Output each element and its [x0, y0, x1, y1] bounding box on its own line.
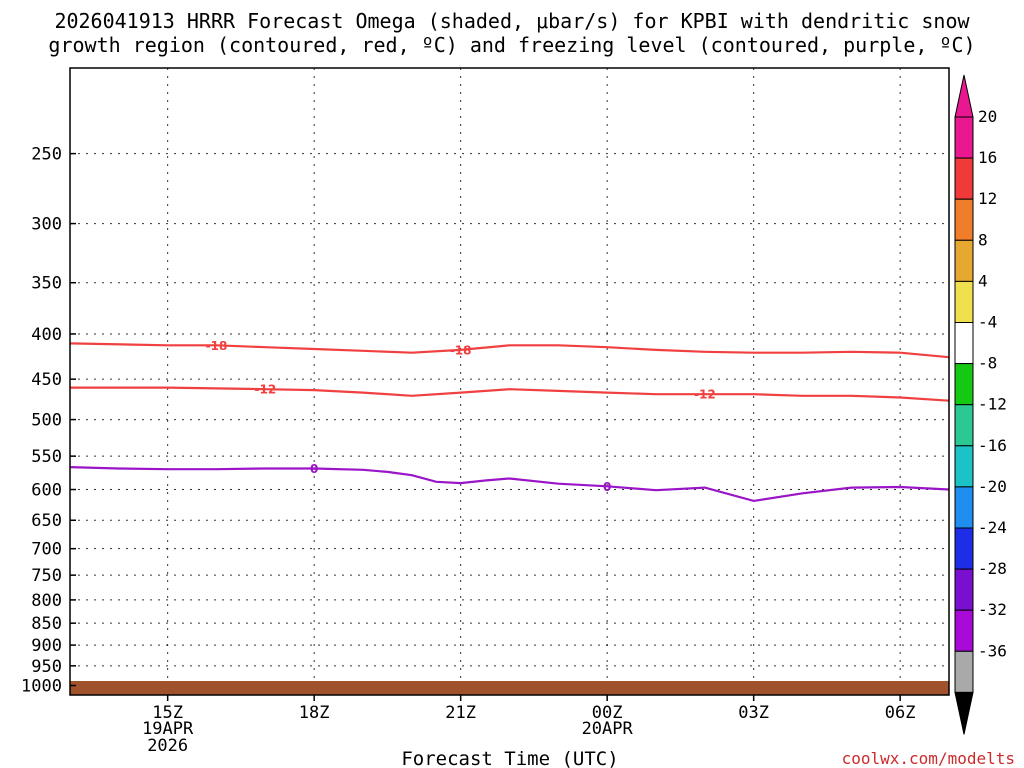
- colorbar-label: -20: [978, 477, 1007, 496]
- y-axis: 2503003504004505005506006507007508008509…: [21, 145, 76, 697]
- x-tick-date-label: 20APR: [582, 719, 634, 739]
- x-tick-label: 18Z: [299, 703, 330, 723]
- y-tick-label: 450: [31, 370, 62, 390]
- dendritic-contour-minus12-label: -12: [254, 383, 276, 397]
- colorbar-swatch: [954, 157, 974, 200]
- colorbar-swatch: [954, 322, 974, 365]
- colorbar-label: -4: [978, 313, 997, 332]
- colorbar-swatch: [954, 527, 974, 570]
- x-tick-label: 03Z: [738, 703, 769, 723]
- colorbar-label: 12: [978, 189, 997, 208]
- y-tick-label: 550: [31, 447, 62, 467]
- colorbar-label: -28: [978, 559, 1007, 578]
- colorbar-swatch: [954, 609, 974, 652]
- y-tick-label: 750: [31, 566, 62, 586]
- credit-text: coolwx.com/modelts: [842, 749, 1015, 768]
- y-tick-label: 250: [31, 145, 62, 165]
- x-tick-label: 06Z: [885, 703, 916, 723]
- y-tick-label: 900: [31, 636, 62, 656]
- colorbar-swatch: [954, 568, 974, 611]
- colorbar-label: 4: [978, 271, 988, 290]
- x-tick-label: 21Z: [445, 703, 476, 723]
- plot-frame: [69, 67, 950, 696]
- colorbar: 20 16 12 8 4 -4 -8 -12 -16 -20 -24 -28 -32 -36: [954, 74, 1007, 735]
- colorbar-label: -12: [978, 395, 1007, 414]
- contour-lines: -18 -18 -12 -12 0 0: [70, 339, 949, 503]
- y-tick-label: 500: [31, 411, 62, 431]
- colorbar-swatch: [954, 650, 974, 693]
- colorbar-swatch: [954, 280, 974, 323]
- x-tick-year-label: 2026: [147, 736, 188, 756]
- colorbar-swatch: [954, 363, 974, 406]
- y-tick-label: 850: [31, 614, 62, 634]
- x-tick-label: 15Z: [152, 703, 183, 723]
- colorbar-swatch: [954, 116, 974, 159]
- colorbar-bottom-arrow: [954, 691, 974, 735]
- ground-surface-bar: [70, 681, 949, 695]
- y-tick-label: 650: [31, 511, 62, 531]
- colorbar-label: -8: [978, 354, 997, 373]
- y-tick-label: 350: [31, 274, 62, 294]
- colorbar-top-arrow: [954, 74, 974, 118]
- y-tick-label: 950: [31, 657, 62, 677]
- colorbar-label: 20: [978, 107, 997, 126]
- colorbar-swatch: [954, 486, 974, 529]
- colorbar-swatch: [954, 198, 974, 241]
- y-tick-label: 1000: [21, 677, 62, 697]
- colorbar-label: -36: [978, 641, 1007, 660]
- colorbar-label: -24: [978, 518, 1007, 537]
- freezing-level-contour-label: 0: [310, 462, 318, 476]
- chart-title-line1: 2026041913 HRRR Forecast Omega (shaded, …: [54, 9, 970, 33]
- x-axis-label: Forecast Time (UTC): [401, 748, 618, 768]
- freezing-level-contour: [70, 466, 949, 503]
- freezing-level-contour-label: 0: [603, 480, 611, 494]
- y-tick-label: 800: [31, 591, 62, 611]
- colorbar-swatch: [954, 239, 974, 282]
- dendritic-contour-minus18-label: -18: [450, 343, 472, 357]
- colorbar-label: 16: [978, 148, 997, 167]
- y-tick-label: 400: [31, 325, 62, 345]
- y-tick-label: 600: [31, 481, 62, 501]
- colorbar-label: -32: [978, 600, 1007, 619]
- y-tick-label: 700: [31, 540, 62, 560]
- x-tick-label: 00Z: [592, 703, 623, 723]
- chart-title-line2: growth region (contoured, red, ºC) and f…: [48, 33, 975, 57]
- dendritic-contour-minus18: [70, 342, 949, 359]
- dendritic-contour-minus12: [70, 386, 949, 402]
- dendritic-contour-minus18-label: -18: [206, 339, 228, 353]
- colorbar-label: -16: [978, 436, 1007, 455]
- y-tick-label: 300: [31, 215, 62, 235]
- x-tick-date-label: 19APR: [142, 719, 194, 739]
- colorbar-label: 8: [978, 230, 988, 249]
- gridlines: [70, 68, 949, 695]
- dendritic-contour-minus12-label: -12: [694, 388, 716, 402]
- colorbar-swatch: [954, 445, 974, 488]
- colorbar-swatch: [954, 404, 974, 447]
